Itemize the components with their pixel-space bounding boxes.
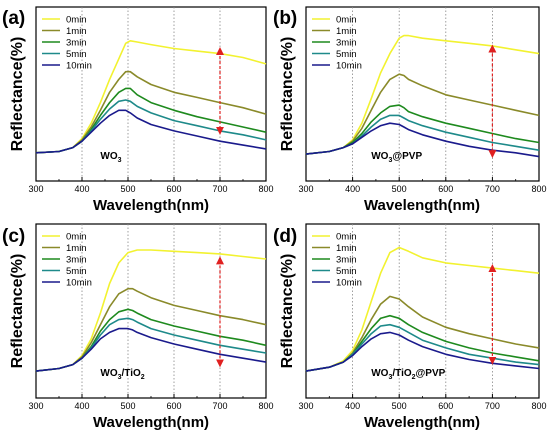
legend-label: 3min <box>336 255 357 266</box>
x-tick-label: 800 <box>258 184 273 194</box>
legend-label: 5min <box>336 266 357 277</box>
series-line-5min <box>35 99 267 154</box>
x-tick-label: 600 <box>438 401 453 411</box>
legend-label: 10min <box>336 278 362 289</box>
series-line-3min <box>305 104 540 155</box>
x-tick-label: 700 <box>485 401 500 411</box>
panel-letter: (c) <box>2 226 25 247</box>
legend-label: 0min <box>336 232 357 243</box>
legend-label: 0min <box>66 232 87 243</box>
legend-label: 1min <box>336 26 357 37</box>
legend-label: 1min <box>336 243 357 254</box>
sample-label: WO3 <box>100 151 121 164</box>
x-tick-label: 700 <box>212 401 227 411</box>
legend-label: 10min <box>66 61 92 72</box>
legend-label: 5min <box>336 49 357 60</box>
series-line-0min <box>305 246 540 372</box>
panel-letter: (a) <box>2 8 25 29</box>
series-line-1min <box>305 73 540 155</box>
x-tick-label: 800 <box>531 184 546 194</box>
x-tick-label: 300 <box>28 401 43 411</box>
x-tick-label: 400 <box>345 401 360 411</box>
series-line-10min <box>305 122 540 158</box>
x-tick-label: 300 <box>28 184 43 194</box>
y-axis-label: Reflectance(%) <box>9 254 26 369</box>
sample-label: WO3@PVP <box>371 151 422 164</box>
x-tick-label: 400 <box>74 401 89 411</box>
legend-label: 10min <box>336 61 362 72</box>
x-tick-label: 300 <box>298 401 313 411</box>
y-axis-label: Reflectance(%) <box>279 254 296 369</box>
x-tick-label: 400 <box>74 184 89 194</box>
x-tick-label: 500 <box>120 401 135 411</box>
panel-letter: (d) <box>273 226 297 247</box>
x-tick-label: 500 <box>392 401 407 411</box>
legend-label: 1min <box>66 243 87 254</box>
series-line-10min <box>35 327 267 372</box>
x-axis-label: Wavelength(nm) <box>93 197 209 214</box>
y-axis-label: Reflectance(%) <box>279 37 296 152</box>
x-tick-label: 500 <box>120 184 135 194</box>
legend-label: 1min <box>66 26 87 37</box>
legend-label: 3min <box>66 255 87 266</box>
legend-label: 0min <box>336 15 357 26</box>
x-axis-label: Wavelength(nm) <box>364 197 480 214</box>
series-line-10min <box>35 109 267 154</box>
x-tick-label: 300 <box>298 184 313 194</box>
x-tick-label: 700 <box>485 184 500 194</box>
series-line-1min <box>35 287 267 372</box>
series-line-10min <box>305 331 540 372</box>
legend-label: 5min <box>66 266 87 277</box>
x-tick-label: 600 <box>166 401 181 411</box>
sample-label: WO3/TiO2 <box>100 368 144 381</box>
sample-label: WO3/TiO2@PVP <box>371 368 445 381</box>
legend-label: 5min <box>66 49 87 60</box>
panel-letter: (b) <box>273 8 297 29</box>
legend-label: 0min <box>66 15 87 26</box>
legend-label: 10min <box>66 278 92 289</box>
x-axis-label: Wavelength(nm) <box>364 414 480 431</box>
x-axis-label: Wavelength(nm) <box>93 414 209 431</box>
x-tick-label: 400 <box>345 184 360 194</box>
x-tick-label: 600 <box>438 184 453 194</box>
x-tick-label: 500 <box>392 184 407 194</box>
legend-label: 3min <box>66 38 87 49</box>
x-tick-label: 800 <box>258 401 273 411</box>
series-line-5min <box>35 317 267 372</box>
x-tick-label: 800 <box>531 401 546 411</box>
y-axis-label: Reflectance(%) <box>9 37 26 152</box>
x-tick-label: 600 <box>166 184 181 194</box>
series-line-3min <box>35 308 267 372</box>
legend-label: 3min <box>336 38 357 49</box>
x-tick-label: 700 <box>212 184 227 194</box>
